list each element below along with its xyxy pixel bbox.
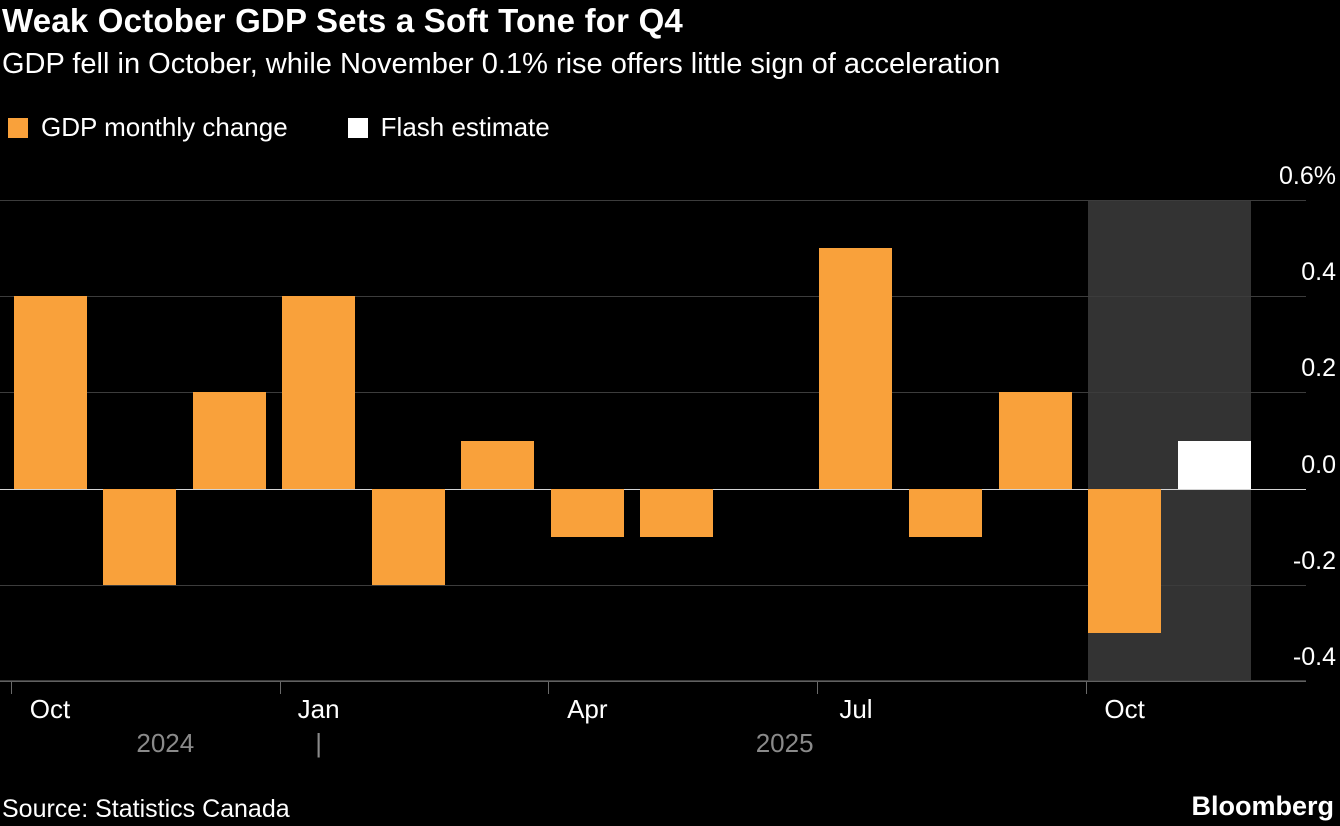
x-axis-line: [0, 681, 1306, 682]
chart-subtitle: GDP fell in October, while November 0.1%…: [2, 48, 1001, 80]
x-axis-label: Apr: [567, 694, 608, 724]
x-axis-label: Oct: [29, 694, 71, 724]
bar-apr-2025: [550, 488, 624, 537]
x-axis-label: Oct: [1104, 694, 1145, 724]
bar-sep-2025: [998, 392, 1072, 489]
legend-item-gdp-monthly-change: GDP monthly change: [8, 112, 288, 143]
gridline: [0, 680, 1306, 681]
x-axis-tick: [279, 682, 281, 694]
y-axis-label: 0.6%: [1279, 162, 1336, 190]
bar-mar-2025: [461, 440, 535, 489]
bar-dec-2024: [192, 392, 266, 489]
year-label-2024: 2024: [136, 728, 195, 758]
gridline: [0, 392, 1306, 394]
source-text: Source: Statistics Canada: [2, 795, 290, 823]
gridline: [0, 296, 1306, 298]
bar-nov-2024: [103, 488, 177, 585]
x-axis-tick: [548, 682, 550, 694]
x-axis-tick: [816, 682, 818, 694]
legend: GDP monthly change Flash estimate: [8, 112, 550, 143]
bar-nov-2025: [1177, 440, 1251, 489]
gridline: [0, 200, 1306, 201]
x-axis-label: Jul: [839, 694, 873, 724]
bar-feb-2025: [371, 488, 445, 585]
legend-item-flash-estimate: Flash estimate: [347, 112, 550, 143]
plot-area: [0, 200, 1306, 681]
year-label-2025: 2025: [755, 728, 814, 758]
white-swatch-icon: [347, 117, 368, 138]
bar-oct-2024: [13, 296, 87, 489]
bar-may-2025: [640, 488, 714, 537]
y-axis-label: -0.2: [1292, 546, 1336, 575]
x-axis-label: Jan: [297, 694, 340, 724]
y-axis-label: 0.2: [1301, 354, 1336, 383]
chart-title: Weak October GDP Sets a Soft Tone for Q4: [2, 2, 683, 39]
legend-label-flash: Flash estimate: [380, 112, 550, 142]
bar-jul-2025: [819, 248, 893, 489]
orange-swatch-icon: [8, 117, 28, 138]
gridline: [0, 584, 1306, 586]
legend-label-gdp: GDP monthly change: [41, 112, 288, 142]
bar-oct-2025: [1088, 488, 1162, 633]
x-axis-tick: [11, 682, 12, 694]
y-axis-label: 0.4: [1301, 258, 1336, 287]
bloomberg-logo: Bloomberg: [1191, 791, 1334, 821]
y-axis-label: 0.0: [1301, 450, 1336, 479]
y-axis-label: -0.4: [1292, 643, 1336, 671]
bar-jan-2025: [282, 296, 356, 489]
year-divider-tick: |: [315, 728, 323, 758]
x-axis-tick: [1085, 682, 1087, 694]
bar-aug-2025: [909, 488, 982, 537]
